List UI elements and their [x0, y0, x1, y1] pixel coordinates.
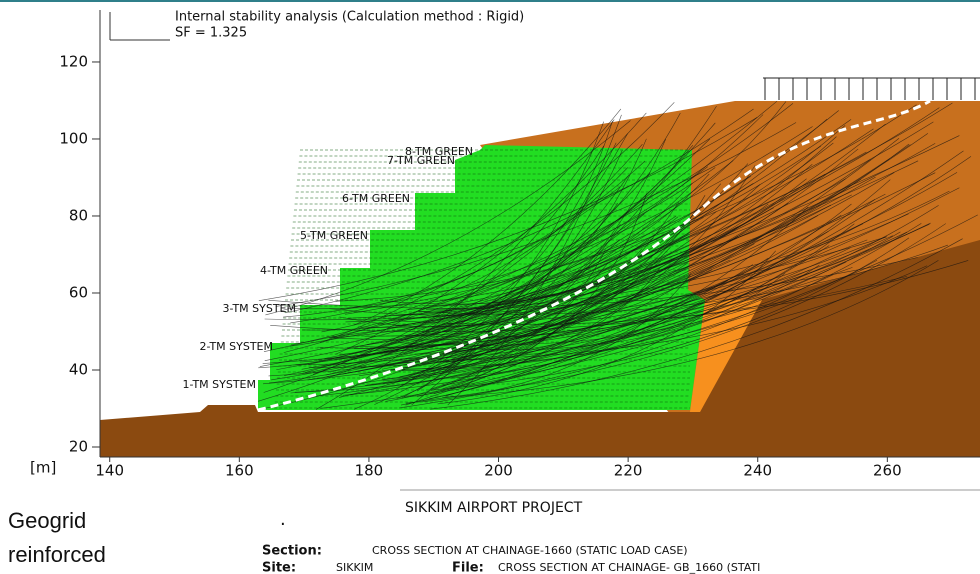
x-tick-label: 180: [355, 462, 384, 480]
caption-mark: .: [280, 509, 286, 530]
y-tick-label: 60: [69, 283, 88, 301]
safety-factor: SF = 1.325: [175, 26, 247, 41]
layer-label: 3-TM SYSTEM: [222, 302, 296, 315]
section-label: Section:: [262, 544, 322, 559]
layer-label: 5-TM GREEN: [300, 229, 368, 242]
file-label: File:: [452, 561, 484, 574]
site-label: Site:: [262, 561, 296, 574]
layer-label: 4-TM GREEN: [260, 264, 328, 277]
file-value: CROSS SECTION AT CHAINAGE- GB_1660 (STAT…: [498, 561, 760, 574]
y-tick-label: 40: [69, 360, 88, 378]
x-tick-label: 260: [873, 462, 902, 480]
x-tick-label: 140: [95, 462, 124, 480]
axis-unit: [m]: [30, 459, 56, 477]
caption: Geogrid: [8, 508, 86, 533]
analysis-title: Internal stability analysis (Calculation…: [175, 10, 524, 25]
x-tick-label: 220: [614, 462, 643, 480]
site-value: SIKKIM: [336, 561, 373, 574]
y-tick-label: 80: [69, 206, 88, 224]
caption: reinforced: [8, 542, 106, 567]
layer-label: 1-TM SYSTEM: [182, 378, 256, 391]
layer-label: 7-TM GREEN: [387, 154, 455, 167]
layer-label: 6-TM GREEN: [342, 192, 410, 205]
y-tick-label: 100: [59, 129, 88, 147]
x-tick-label: 240: [743, 462, 772, 480]
y-tick-label: 120: [59, 52, 88, 70]
section-value: CROSS SECTION AT CHAINAGE-1660 (STATIC L…: [372, 544, 688, 557]
page: Internal stability analysis (Calculation…: [0, 0, 980, 574]
surcharge: [763, 78, 980, 100]
cross-section: [100, 78, 980, 457]
layer-label: 2-TM SYSTEM: [199, 340, 273, 353]
y-tick-label: 20: [69, 437, 88, 455]
x-tick-label: 200: [484, 462, 513, 480]
x-tick-label: 160: [225, 462, 254, 480]
project-name: SIKKIM AIRPORT PROJECT: [405, 500, 583, 516]
